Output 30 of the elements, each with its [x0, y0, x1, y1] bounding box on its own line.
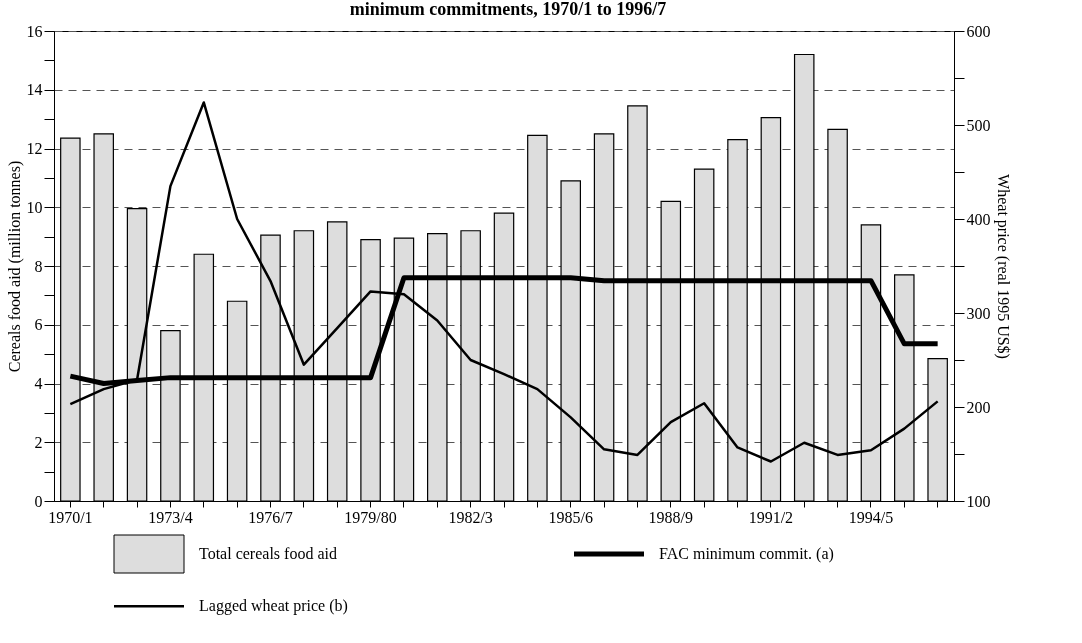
- y-axis-title: Cereals food aid (million tonnes): [5, 160, 24, 373]
- y-tick-label: 4: [34, 375, 43, 392]
- x-tick-label: 1994/5: [848, 508, 894, 526]
- x-tick-label: 1973/4: [148, 508, 193, 526]
- x-tick-label: 1970/1: [48, 508, 93, 526]
- y-tick-label: 2: [34, 433, 43, 451]
- y-tick-label: 14: [26, 81, 43, 99]
- y-tick-label: 6: [34, 316, 43, 334]
- x-tick-label: 1979/80: [344, 508, 397, 526]
- y-tick-label: 16: [26, 22, 43, 40]
- y2-tick-label: 400: [966, 210, 991, 228]
- chart-title: minimum commitments, 1970/1 to 1996/7: [349, 0, 667, 19]
- x-tick-label: 1988/9: [648, 508, 694, 526]
- y-tick-label: 0: [34, 492, 43, 510]
- y2-tick-label: 300: [966, 304, 991, 322]
- y2-tick-label: 200: [966, 398, 991, 416]
- y2-tick-label: 600: [966, 22, 991, 40]
- x-tick-label: 1976/7: [248, 508, 293, 526]
- x-tick-label: 1985/6: [548, 508, 593, 526]
- y-tick-label: 10: [26, 198, 43, 216]
- y2-tick-label: 500: [966, 116, 991, 134]
- y-tick-label: 12: [26, 140, 43, 157]
- y-tick-label: 8: [34, 257, 43, 275]
- y2-axis-title: Wheat price (real 1995 US$): [993, 174, 1012, 359]
- y2-tick-label: 100: [966, 492, 991, 510]
- x-tick-label: 1982/3: [448, 508, 493, 526]
- legend-label: Lagged wheat price (b): [199, 597, 348, 616]
- legend-label: FAC minimum commit. (a): [659, 545, 834, 563]
- legend-label: Total cereals food aid: [199, 545, 337, 562]
- x-tick-label: 1991/2: [748, 508, 794, 526]
